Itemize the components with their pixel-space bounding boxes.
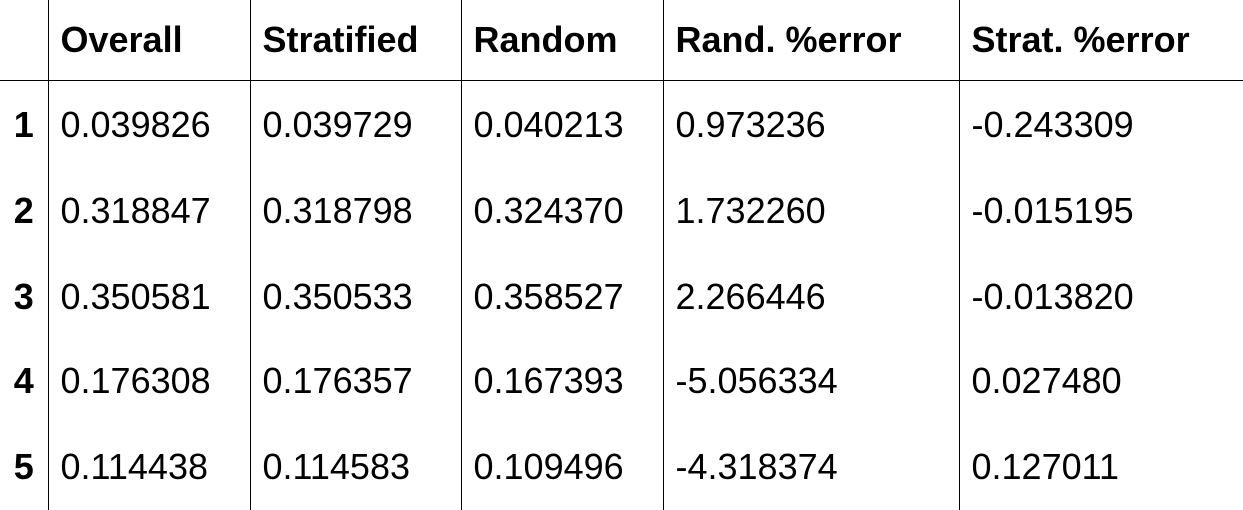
cell-stratified: 0.039729 bbox=[249, 80, 461, 166]
table-header: Overall Stratified Random Rand. %error S… bbox=[0, 0, 1243, 81]
cell-overall: 0.350581 bbox=[47, 252, 250, 338]
cell-stratified: 0.176357 bbox=[249, 338, 461, 424]
cell-random: 0.109496 bbox=[460, 424, 663, 510]
cell-random: 0.324370 bbox=[460, 166, 663, 252]
column-header-strat-error: Strat. %error bbox=[958, 0, 1243, 81]
cell-rand-error: 1.732260 bbox=[662, 166, 959, 252]
cell-strat-error: 0.027480 bbox=[958, 338, 1243, 424]
cell-rand-error: -5.056334 bbox=[662, 338, 959, 424]
cell-strat-error: -0.243309 bbox=[958, 80, 1243, 166]
table-body: 1 0.039826 0.039729 0.040213 0.973236 -0… bbox=[0, 80, 1243, 510]
cell-random: 0.167393 bbox=[460, 338, 663, 424]
table-row: 2 0.318847 0.318798 0.324370 1.732260 -0… bbox=[0, 166, 1243, 252]
column-header-random: Random bbox=[460, 0, 663, 81]
column-header-stratified: Stratified bbox=[249, 0, 461, 81]
row-index: 5 bbox=[13, 446, 34, 487]
column-header-overall: Overall bbox=[47, 0, 250, 81]
cell-rand-error: 2.266446 bbox=[662, 252, 959, 338]
cell-strat-error: 0.127011 bbox=[958, 424, 1243, 510]
row-index: 1 bbox=[13, 104, 34, 146]
cell-strat-error: -0.015195 bbox=[958, 166, 1243, 252]
table-row: 4 0.176308 0.176357 0.167393 -5.056334 0… bbox=[0, 338, 1243, 424]
header-corner-cell bbox=[0, 0, 48, 81]
table-row: 5 0.114438 0.114583 0.109496 -4.318374 0… bbox=[0, 424, 1243, 510]
row-index: 4 bbox=[13, 360, 34, 401]
row-index: 2 bbox=[13, 190, 34, 231]
cell-stratified: 0.318798 bbox=[249, 166, 461, 252]
column-header-rand-error: Rand. %error bbox=[662, 0, 959, 81]
cell-rand-error: 0.973236 bbox=[662, 80, 959, 166]
cell-overall: 0.318847 bbox=[47, 166, 250, 252]
cell-strat-error: -0.013820 bbox=[958, 252, 1243, 338]
cell-rand-error: -4.318374 bbox=[662, 424, 959, 510]
cell-overall: 0.176308 bbox=[47, 338, 250, 424]
cell-stratified: 0.350533 bbox=[249, 252, 461, 338]
table-row: 3 0.350581 0.350533 0.358527 2.266446 -0… bbox=[0, 252, 1243, 338]
header-row: Overall Stratified Random Rand. %error S… bbox=[0, 0, 1243, 81]
cell-random: 0.040213 bbox=[460, 80, 663, 166]
cell-overall: 0.039826 bbox=[47, 80, 250, 166]
cell-overall: 0.114438 bbox=[47, 424, 250, 510]
table-row: 1 0.039826 0.039729 0.040213 0.973236 -0… bbox=[0, 80, 1243, 166]
cell-random: 0.358527 bbox=[460, 252, 663, 338]
cell-stratified: 0.114583 bbox=[249, 424, 461, 510]
row-index: 3 bbox=[13, 276, 34, 317]
